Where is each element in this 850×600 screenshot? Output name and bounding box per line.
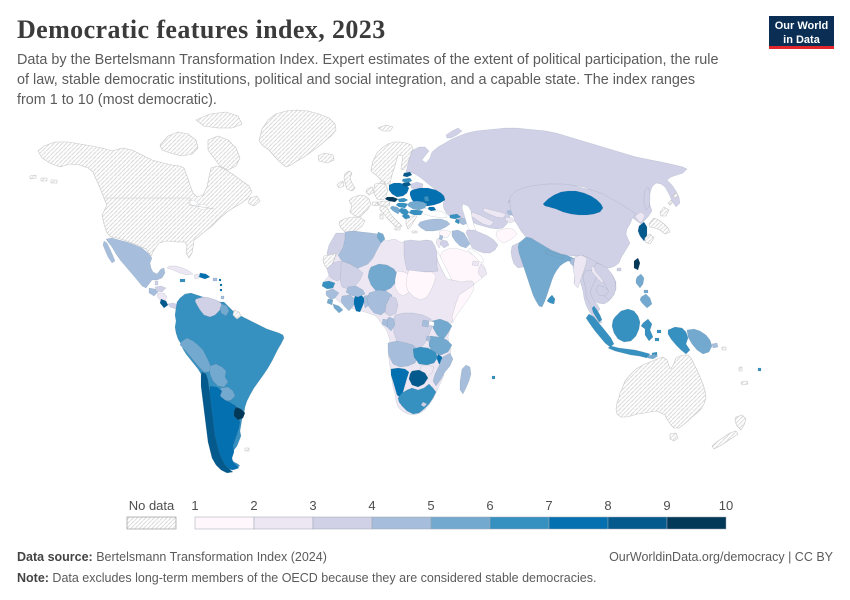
svg-text:9: 9 [663,498,670,513]
svg-text:No data: No data [129,498,175,513]
svg-text:4: 4 [368,498,375,513]
svg-text:7: 7 [545,498,552,513]
svg-text:10: 10 [719,498,733,513]
svg-text:5: 5 [427,498,434,513]
svg-text:1: 1 [191,498,198,513]
svg-text:8: 8 [604,498,611,513]
svg-text:3: 3 [309,498,316,513]
svg-text:2: 2 [250,498,257,513]
svg-text:6: 6 [486,498,493,513]
